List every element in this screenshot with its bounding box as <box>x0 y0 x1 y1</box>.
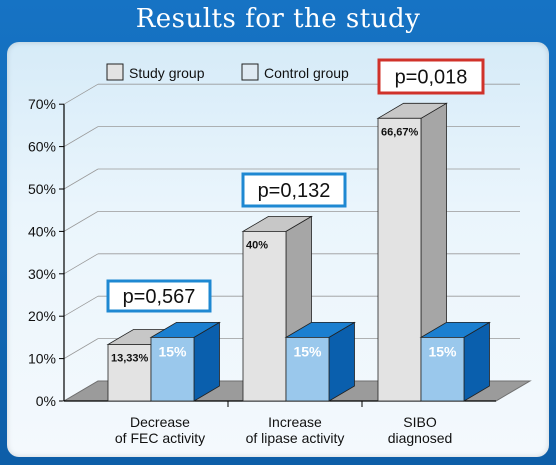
gridline-diagonal <box>63 338 99 359</box>
y-tick-label: 0% <box>36 393 56 409</box>
bar-value-label: 40% <box>246 239 268 251</box>
p-value-label: p=0,018 <box>395 67 468 89</box>
gridline-diagonal <box>63 83 99 105</box>
bar-control-group <box>419 321 491 402</box>
bar-value-label: 15% <box>158 343 187 359</box>
gridline-diagonal <box>63 168 99 190</box>
gridline-diagonal <box>63 253 99 275</box>
gridline-diagonal <box>63 126 99 147</box>
y-tick-label: 70% <box>28 96 56 112</box>
gridline-diagonal <box>63 211 99 232</box>
bar-value-label: 15% <box>293 343 322 359</box>
x-tick-label: Decrease <box>130 414 190 430</box>
p-value-box <box>106 279 212 313</box>
p-value-label: p=0,567 <box>123 286 196 308</box>
bar-value-label: 13,33% <box>111 352 149 364</box>
bar-study-group-front <box>377 117 422 402</box>
x-tick-label: Increase <box>268 414 322 430</box>
bar-control-group <box>284 321 356 402</box>
bar-control-group-front <box>150 336 195 402</box>
y-tick-label: 30% <box>28 266 56 282</box>
bar-control-group-front <box>420 336 465 402</box>
bar-control-group <box>149 321 221 402</box>
x-tick-label: SIBO <box>403 414 437 430</box>
bar-study-group-front <box>242 230 287 402</box>
bar-control-group-front <box>285 336 330 402</box>
legend-label: Study group <box>129 65 205 81</box>
y-tick-label: 20% <box>28 308 56 324</box>
gridline-diagonal <box>63 295 99 317</box>
bar-value-label: 66,67% <box>381 126 419 138</box>
chart-title: Results for the study <box>135 4 421 34</box>
legend-swatch <box>106 63 124 81</box>
x-tick-label: of FEC activity <box>115 430 205 446</box>
y-tick-label: 40% <box>28 223 56 239</box>
y-tick-label: 60% <box>28 139 56 155</box>
p-value-box <box>241 172 347 208</box>
y-tick-label: 10% <box>28 351 56 367</box>
y-tick-label: 50% <box>28 181 56 197</box>
p-value-box <box>377 58 485 95</box>
p-value-label: p=0,132 <box>258 180 331 202</box>
legend-label: Control group <box>264 65 349 81</box>
legend-swatch <box>241 63 259 81</box>
bar-value-label: 15% <box>428 343 457 359</box>
x-tick-label: of lipase activity <box>246 430 345 446</box>
x-tick-label: diagnosed <box>388 430 453 446</box>
